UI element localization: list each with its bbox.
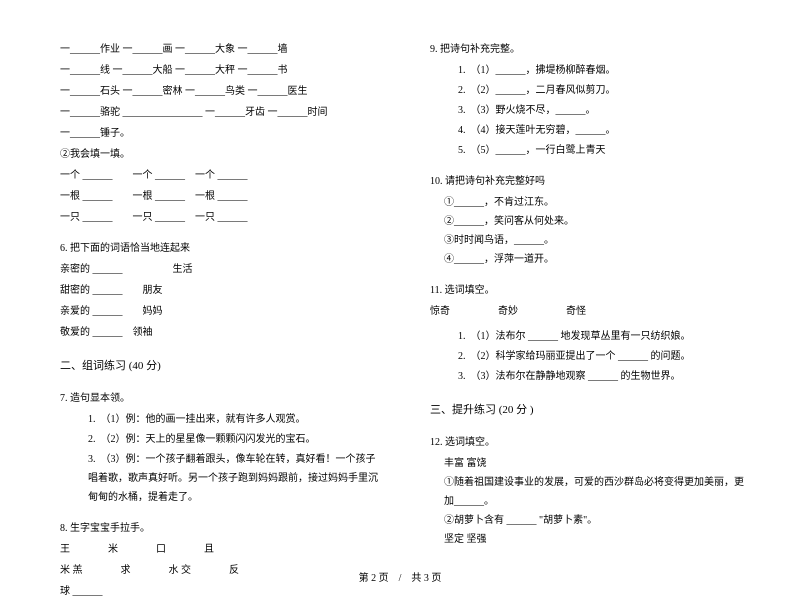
item-num: 2. [88,434,106,445]
q9-item: 2. （2）______，二月春风似剪刀。 [458,81,750,100]
page-footer: 第 2 页 / 共 3 页 [0,569,800,584]
item-num: 1. [458,65,476,76]
page-container: 一______作业 一______画 一______大象 一______墙 一_… [0,0,800,592]
word: 奇妙 [498,302,518,321]
q10-item: ②______，笑问客从何处来。 [444,212,750,231]
q11-words: 惊奇 奇妙 奇怪 [430,302,750,321]
item-text: （2）______，二月春风似剪刀。 [476,85,616,96]
char: 米 [108,540,118,559]
q10-item: ④______，浮萍一道开。 [444,250,750,269]
left-column: 一______作业 一______画 一______大象 一______墙 一_… [60,40,380,562]
item-text: （4）接天莲叶无穷碧，______。 [476,125,616,136]
q9-item: 3. （3）野火烧不尽，______。 [458,101,750,120]
fill-line: 一______作业 一______画 一______大象 一______墙 [60,40,380,59]
q11-item: 3. （3）法布尔在静静地观察 ______ 的生物世界。 [458,367,750,386]
item-text: （3）法布尔在静静地观察 ______ 的生物世界。 [476,371,681,382]
item-num: 4. [458,125,476,136]
q9-item: 4. （4）接天莲叶无穷碧，______。 [458,121,750,140]
item-text: （1）例：他的画一挂出来，就有许多人观赏。 [106,414,306,425]
q6-row: 亲密的 ______ 生活 [60,260,380,279]
fill-line: ②我会填一填。 [60,145,380,164]
word: 奇怪 [566,302,586,321]
q12-pair2: 坚定 坚强 [444,530,750,549]
q7-item: 1. （1）例：他的画一挂出来，就有许多人观赏。 [88,410,380,429]
fill-line: 一______骆驼 ________________ 一______牙齿 一__… [60,103,380,122]
fill-line: 一______石头 一______密林 一______鸟类 一______医生 [60,82,380,101]
item-text: （3）例：一个孩子翻着跟头，像车轮在转，真好看！一个孩子唱着歌，歌声真好听。另一… [88,454,378,503]
item-text: （2）科学家给玛丽亚提出了一个 ______ 的问题。 [476,351,691,362]
char: 口 [156,540,166,559]
q6-row: 甜密的 ______ 朋友 [60,281,380,300]
q11-items: 1. （1）法布尔 ______ 地发现草丛里有一只纺织娘。 2. （2）科学家… [430,327,750,386]
q10-item: ③时时闻鸟语，______。 [444,231,750,250]
fill-line: 一只 ______ 一只 ______ 一只 ______ [60,208,380,227]
word: 惊奇 [430,302,450,321]
item-num: 1. [88,414,106,425]
item-text: （1）法布尔 ______ 地发现草丛里有一只纺织娘。 [476,331,691,342]
q8-row3: 球 ______ [60,582,380,601]
right-column: 9. 把诗句补充完整。 1. （1）______，拂堤杨柳醉春烟。 2. （2）… [430,40,750,562]
q12-body: 丰富 富饶 ①随着祖国建设事业的发展，可爱的西沙群岛必将变得更加美丽，更加___… [430,454,750,549]
q10-items: ①______，不肯过江东。 ②______，笑问客从何处来。 ③时时闻鸟语，_… [430,193,750,269]
item-text: （5）______，一行白鹭上青天 [476,145,606,156]
q12-line2: ②胡萝卜含有 ______ "胡萝卜素"。 [444,511,750,530]
q10-title: 10. 请把诗句补充完整好吗 [430,172,750,191]
q8-title: 8. 生字宝宝手拉手。 [60,519,380,538]
fill-line: 一______锤子。 [60,124,380,143]
item-num: 3. [88,454,106,465]
item-text: （2）例：天上的星星像一颗颗闪闪发光的宝石。 [106,434,316,445]
q7-item: 3. （3）例：一个孩子翻着跟头，像车轮在转，真好看！一个孩子唱着歌，歌声真好听… [88,450,380,507]
q10-item: ①______，不肯过江东。 [444,193,750,212]
item-num: 3. [458,105,476,116]
section2-title: 二、组词练习 (40 分) [60,356,380,377]
q11-item: 1. （1）法布尔 ______ 地发现草丛里有一只纺织娘。 [458,327,750,346]
q6-title: 6. 把下面的词语恰当地连起来 [60,239,380,258]
q9-item: 1. （1）______，拂堤杨柳醉春烟。 [458,61,750,80]
fill-line: 一根 ______ 一根 ______ 一根 ______ [60,187,380,206]
section3-title: 三、提升练习 (20 分 ) [430,400,750,421]
q7-item: 2. （2）例：天上的星星像一颗颗闪闪发光的宝石。 [88,430,380,449]
fill-line: 一个 ______ 一个 ______ 一个 ______ [60,166,380,185]
q8-row1: 王 米 口 且 [60,540,380,559]
item-num: 3. [458,371,476,382]
char: 王 [60,540,70,559]
fill-line: 一______线 一______大船 一______大秤 一______书 [60,61,380,80]
q6-row: 亲爱的 ______ 妈妈 [60,302,380,321]
q11-title: 11. 选词填空。 [430,281,750,300]
q6-row: 敬爱的 ______ 领袖 [60,323,380,342]
q7-items: 1. （1）例：他的画一挂出来，就有许多人观赏。 2. （2）例：天上的星星像一… [60,410,380,507]
item-num: 2. [458,351,476,362]
q12-line1: ①随着祖国建设事业的发展，可爱的西沙群岛必将变得更加美丽，更加______。 [444,473,750,511]
q9-item: 5. （5）______，一行白鹭上青天 [458,141,750,160]
item-num: 1. [458,331,476,342]
char: 且 [204,540,214,559]
q9-items: 1. （1）______，拂堤杨柳醉春烟。 2. （2）______，二月春风似… [430,61,750,160]
item-text: （1）______，拂堤杨柳醉春烟。 [476,65,616,76]
q11-item: 2. （2）科学家给玛丽亚提出了一个 ______ 的问题。 [458,347,750,366]
q12-title: 12. 选词填空。 [430,433,750,452]
q9-title: 9. 把诗句补充完整。 [430,40,750,59]
item-num: 5. [458,145,476,156]
q12-pair1: 丰富 富饶 [444,454,750,473]
q7-title: 7. 造句显本领。 [60,389,380,408]
item-text: （3）野火烧不尽，______。 [476,105,596,116]
item-num: 2. [458,85,476,96]
